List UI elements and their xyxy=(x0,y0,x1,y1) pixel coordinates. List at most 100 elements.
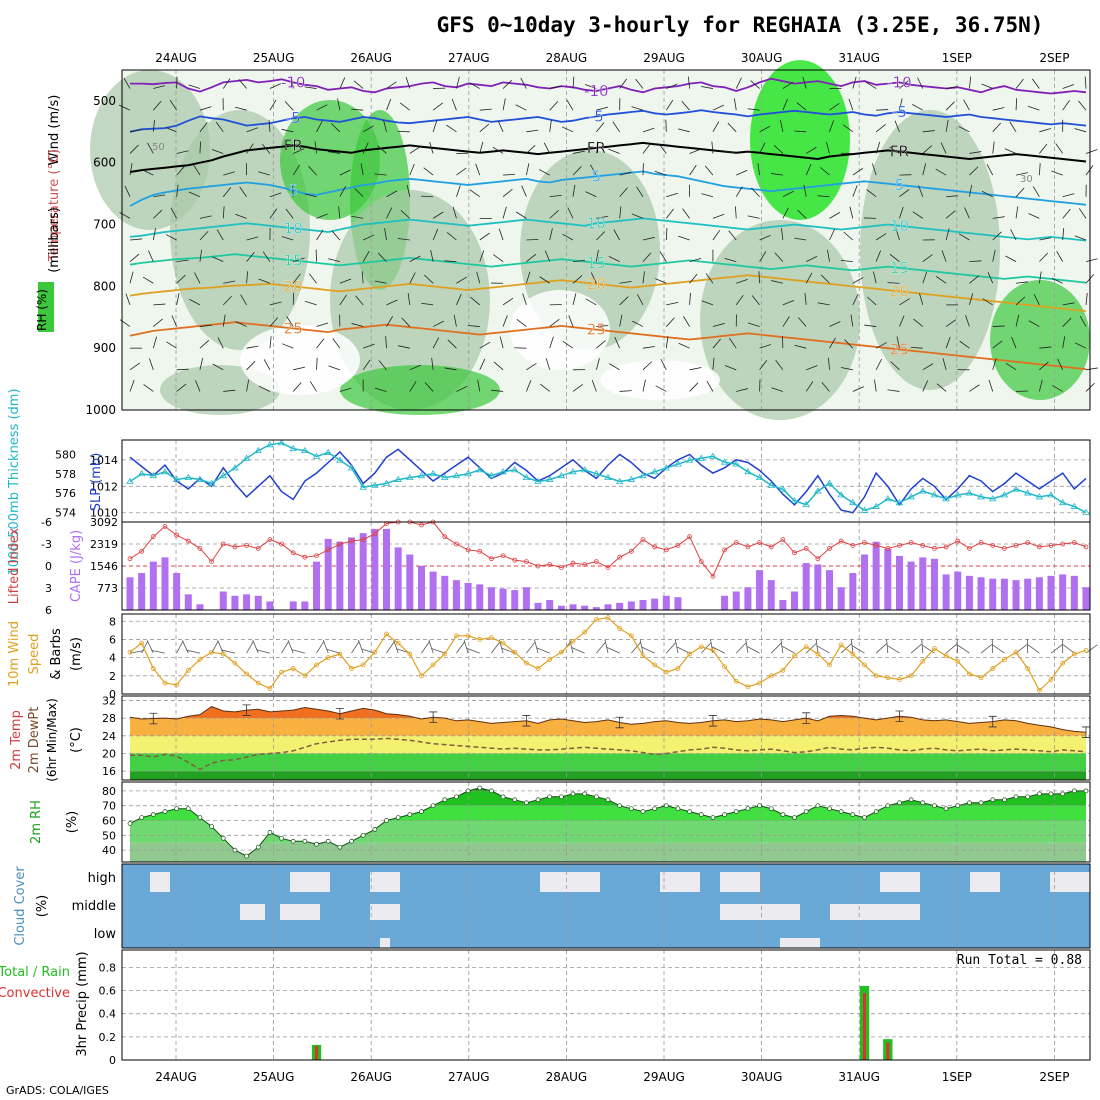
wind-barb xyxy=(681,100,690,111)
wind-barb xyxy=(942,358,947,370)
wind-barb xyxy=(636,294,644,306)
wind-barb xyxy=(176,293,180,305)
rh-point xyxy=(454,794,459,800)
wind-barb xyxy=(502,206,507,219)
wind-barb xyxy=(689,257,702,263)
wind-point xyxy=(500,640,506,646)
wind-barb xyxy=(1028,213,1040,219)
wind-barb xyxy=(796,102,807,111)
wind-barb xyxy=(612,121,620,133)
wind-barb xyxy=(704,165,714,176)
rh-point xyxy=(559,794,564,800)
wind-barb xyxy=(770,173,783,176)
rh-shading xyxy=(990,280,1090,400)
wind-barb xyxy=(129,271,134,284)
rh-point xyxy=(593,794,599,800)
wind-barb xyxy=(143,384,154,392)
wind-barb xyxy=(981,83,993,89)
wind-point xyxy=(897,677,902,682)
thickness-point xyxy=(989,495,997,502)
wind-barb-10m xyxy=(322,639,329,654)
wind-barb xyxy=(176,259,189,263)
wind-barb-10m xyxy=(817,645,830,654)
wind-barb xyxy=(852,185,858,197)
cape-bar xyxy=(476,584,484,610)
wind-barb xyxy=(689,292,691,305)
wind-barb xyxy=(401,317,411,327)
thickness-point xyxy=(895,498,904,506)
wind-barb xyxy=(759,234,771,241)
rh-label: 30 xyxy=(1020,174,1033,185)
li-point xyxy=(862,540,867,545)
rh-point xyxy=(582,791,588,797)
wind-barb xyxy=(666,317,675,327)
li-point xyxy=(990,543,996,548)
isotherm-label: 10 xyxy=(587,214,606,232)
wind-barb xyxy=(899,189,910,198)
rh-point xyxy=(547,794,553,800)
wind-barb xyxy=(894,120,900,132)
wind-barb xyxy=(1038,379,1043,392)
wind-barb xyxy=(421,195,434,198)
wind-barb xyxy=(432,120,438,132)
wind-barb xyxy=(479,108,492,111)
cape-bar xyxy=(1070,575,1078,610)
rh-label: RH (%) xyxy=(35,289,49,331)
wind-barb xyxy=(176,150,189,154)
precip-tick: 0.4 xyxy=(99,1008,117,1021)
rh-shading xyxy=(340,365,500,415)
li-point xyxy=(943,544,949,550)
wind-barb xyxy=(568,315,574,327)
wind-barb xyxy=(802,76,807,89)
wind-barb xyxy=(526,253,537,262)
wind-barb xyxy=(351,323,364,327)
wind-barb xyxy=(866,189,877,198)
wind-barb xyxy=(235,321,247,327)
rh-shading xyxy=(860,110,1000,390)
wind-point xyxy=(349,666,354,671)
wind-barb xyxy=(566,99,574,111)
rh-point xyxy=(675,806,681,812)
wind-barb-10m xyxy=(1062,644,1075,654)
cape-bar xyxy=(826,570,834,610)
thickness-point xyxy=(429,469,437,477)
li-point xyxy=(745,544,751,550)
isotherm-label: 10 xyxy=(284,219,303,237)
li-point xyxy=(220,541,226,547)
wind-barb xyxy=(572,293,577,306)
wind-barb xyxy=(129,163,133,176)
thickness-point xyxy=(814,487,822,494)
wind-barb xyxy=(409,381,417,392)
credit-label: GrADS: COLA/IGES xyxy=(6,1084,109,1097)
cape-bar xyxy=(895,555,903,610)
wind-barb xyxy=(817,195,830,198)
wind-barb xyxy=(585,191,597,198)
wind-barb xyxy=(339,294,347,306)
wind-point xyxy=(220,651,226,657)
wind-point xyxy=(908,673,914,679)
date-label-bottom: 28AUG xyxy=(546,1070,588,1084)
slp-tick: 1014 xyxy=(90,454,118,467)
isotherm--10 xyxy=(130,77,1087,95)
wind-barb xyxy=(516,319,527,327)
li-point xyxy=(267,537,273,542)
thickness-axis-label: 1000-500mb Thickness (dm) xyxy=(7,388,22,575)
li-line xyxy=(129,521,1087,578)
wind-point xyxy=(1013,649,1019,655)
thickness-point xyxy=(884,495,892,502)
wind-barb xyxy=(655,278,667,284)
wind-barb xyxy=(1038,163,1041,176)
rh-point xyxy=(232,847,238,853)
wind-barb xyxy=(406,184,411,197)
wind-barb xyxy=(199,215,212,219)
slp-tick: 1012 xyxy=(90,480,118,493)
wind-barb-10m xyxy=(386,641,395,654)
temperature-band xyxy=(130,706,1086,719)
wind-barb xyxy=(829,120,834,132)
wind-barb xyxy=(129,362,141,371)
thickness-point xyxy=(849,498,857,506)
wind-barb xyxy=(660,358,667,370)
wind-barb xyxy=(887,282,900,284)
li-point xyxy=(768,544,774,550)
wind-barb xyxy=(386,98,392,111)
